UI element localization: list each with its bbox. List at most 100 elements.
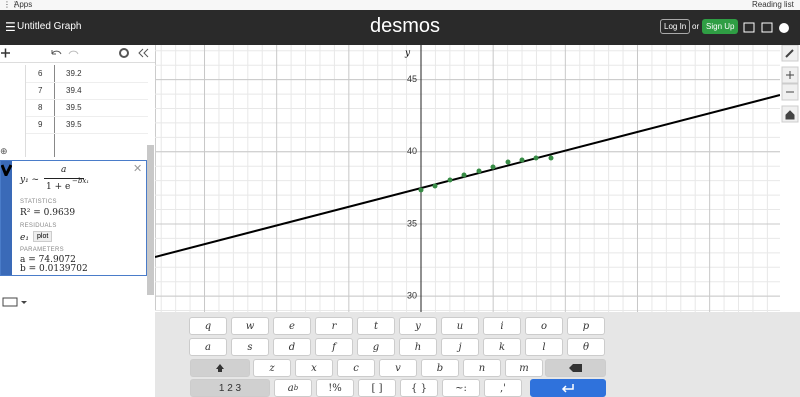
row-index: 6 <box>38 69 43 78</box>
key[interactable]: r <box>315 317 353 335</box>
key-sub: b <box>293 384 299 392</box>
collapse-button[interactable] <box>138 48 149 58</box>
key[interactable]: w <box>231 317 269 335</box>
keyboard-toggle[interactable] <box>2 295 30 309</box>
row-index: 7 <box>38 86 43 95</box>
browser-bar: ⋮⋮ Apps Reading list <box>0 0 800 10</box>
zoom-icon[interactable]: ⊕ <box>0 146 8 156</box>
row-value: 39.5 <box>66 103 82 112</box>
expression-panel: 6 39.2 7 39.4 8 39.5 9 39.5 ⊕ y₁ ~ a 1 + e −bx₁… <box>0 45 156 310</box>
key[interactable]: ,' <box>484 379 522 397</box>
key[interactable]: v <box>379 359 417 377</box>
formula-exponent: −bx₁ <box>72 177 90 185</box>
key[interactable]: p <box>567 317 605 335</box>
parameter-a: a = 74.9072 <box>20 255 76 265</box>
key[interactable]: s <box>231 338 269 356</box>
row-line <box>26 116 148 117</box>
or-text: or <box>692 22 700 31</box>
key[interactable]: z <box>253 359 291 377</box>
key[interactable]: t <box>357 317 395 335</box>
gear-button[interactable] <box>119 48 129 58</box>
toolbar <box>0 48 155 63</box>
expression[interactable]: y₁ ~ a 1 + e −bx₁ ✕ STATISTICS R² = 0.96… <box>0 160 147 276</box>
key[interactable]: [ ] <box>358 379 396 397</box>
key[interactable]: θ <box>567 338 605 356</box>
logo[interactable]: desmos <box>370 15 441 37</box>
data-points <box>418 155 554 193</box>
residual-variable: e₁ <box>20 233 29 243</box>
statistics-label: STATISTICS <box>20 199 57 205</box>
enter-key[interactable] <box>530 379 606 397</box>
key[interactable]: j <box>441 338 479 356</box>
scrollbar[interactable] <box>147 145 154 295</box>
share-icon[interactable] <box>743 22 755 33</box>
key[interactable]: o <box>525 317 563 335</box>
formula-numerator: a <box>61 165 67 175</box>
key[interactable]: c <box>337 359 375 377</box>
row-value: 39.5 <box>66 120 82 129</box>
key[interactable]: ~: <box>442 379 480 397</box>
shift-key[interactable] <box>190 359 250 377</box>
settings-icon[interactable] <box>761 22 773 33</box>
key[interactable]: x <box>295 359 333 377</box>
y-tick-label: 45 <box>407 74 417 84</box>
key[interactable]: n <box>463 359 501 377</box>
key[interactable]: y <box>399 317 437 335</box>
r-squared: R² = 0.9639 <box>20 208 76 218</box>
add-button[interactable] <box>1 48 10 58</box>
apps-link[interactable]: Apps <box>14 0 33 9</box>
row-value: 39.4 <box>66 86 82 95</box>
header: ☰ Untitled Graph desmos Log In or Sign U… <box>0 10 800 45</box>
row-line <box>26 133 148 134</box>
row-line <box>26 82 148 83</box>
key[interactable]: k <box>483 338 521 356</box>
formula-lhs: y₁ ~ <box>20 175 40 185</box>
row-index: 9 <box>38 120 43 129</box>
key[interactable]: d <box>273 338 311 356</box>
key[interactable]: g <box>357 338 395 356</box>
parameter-b: b = 0.0139702 <box>20 264 88 274</box>
numbers-key[interactable]: 1 2 3 <box>190 379 270 397</box>
table: 6 39.2 7 39.4 8 39.5 9 39.5 <box>25 65 148 157</box>
graph-paper: y 30 35 40 45 <box>155 45 800 312</box>
row-index: 8 <box>38 103 43 112</box>
close-expression[interactable]: ✕ <box>133 163 143 175</box>
axis-label: y <box>404 49 411 59</box>
formula-denominator: 1 + e <box>46 182 71 192</box>
login-button[interactable]: Log In <box>660 19 691 34</box>
regression-curve <box>155 94 781 258</box>
key[interactable]: q <box>189 317 227 335</box>
reading-list[interactable]: Reading list <box>752 0 794 9</box>
key[interactable]: a <box>189 338 227 356</box>
row-line <box>26 99 148 100</box>
key[interactable]: l <box>525 338 563 356</box>
residuals-label: RESIDUALS <box>20 223 57 229</box>
key[interactable]: f <box>315 338 353 356</box>
key[interactable]: { } <box>400 379 438 397</box>
key[interactable]: u <box>441 317 479 335</box>
backspace-key[interactable] <box>545 359 606 377</box>
signup-button[interactable]: Sign Up <box>702 19 739 34</box>
y-tick-label: 30 <box>407 290 417 300</box>
key[interactable]: h <box>399 338 437 356</box>
key[interactable]: b <box>421 359 459 377</box>
help-icon[interactable] <box>779 23 789 33</box>
graph-title[interactable]: Untitled Graph <box>17 21 82 32</box>
key[interactable]: i <box>483 317 521 335</box>
key[interactable]: e <box>273 317 311 335</box>
key[interactable]: m <box>505 359 543 377</box>
graph-controls <box>781 45 799 123</box>
menu-icon[interactable]: ☰ <box>5 20 16 34</box>
key[interactable]: !% <box>316 379 354 397</box>
plot-button[interactable]: plot <box>33 231 53 242</box>
y-tick-label: 40 <box>407 146 417 156</box>
undo-button[interactable] <box>51 50 62 55</box>
key-base: a <box>287 382 294 394</box>
row-value: 39.2 <box>66 69 82 78</box>
y-tick-label: 35 <box>407 218 417 228</box>
apps-icon[interactable]: ⋮⋮ <box>3 0 19 9</box>
redo-button[interactable] <box>68 50 79 55</box>
